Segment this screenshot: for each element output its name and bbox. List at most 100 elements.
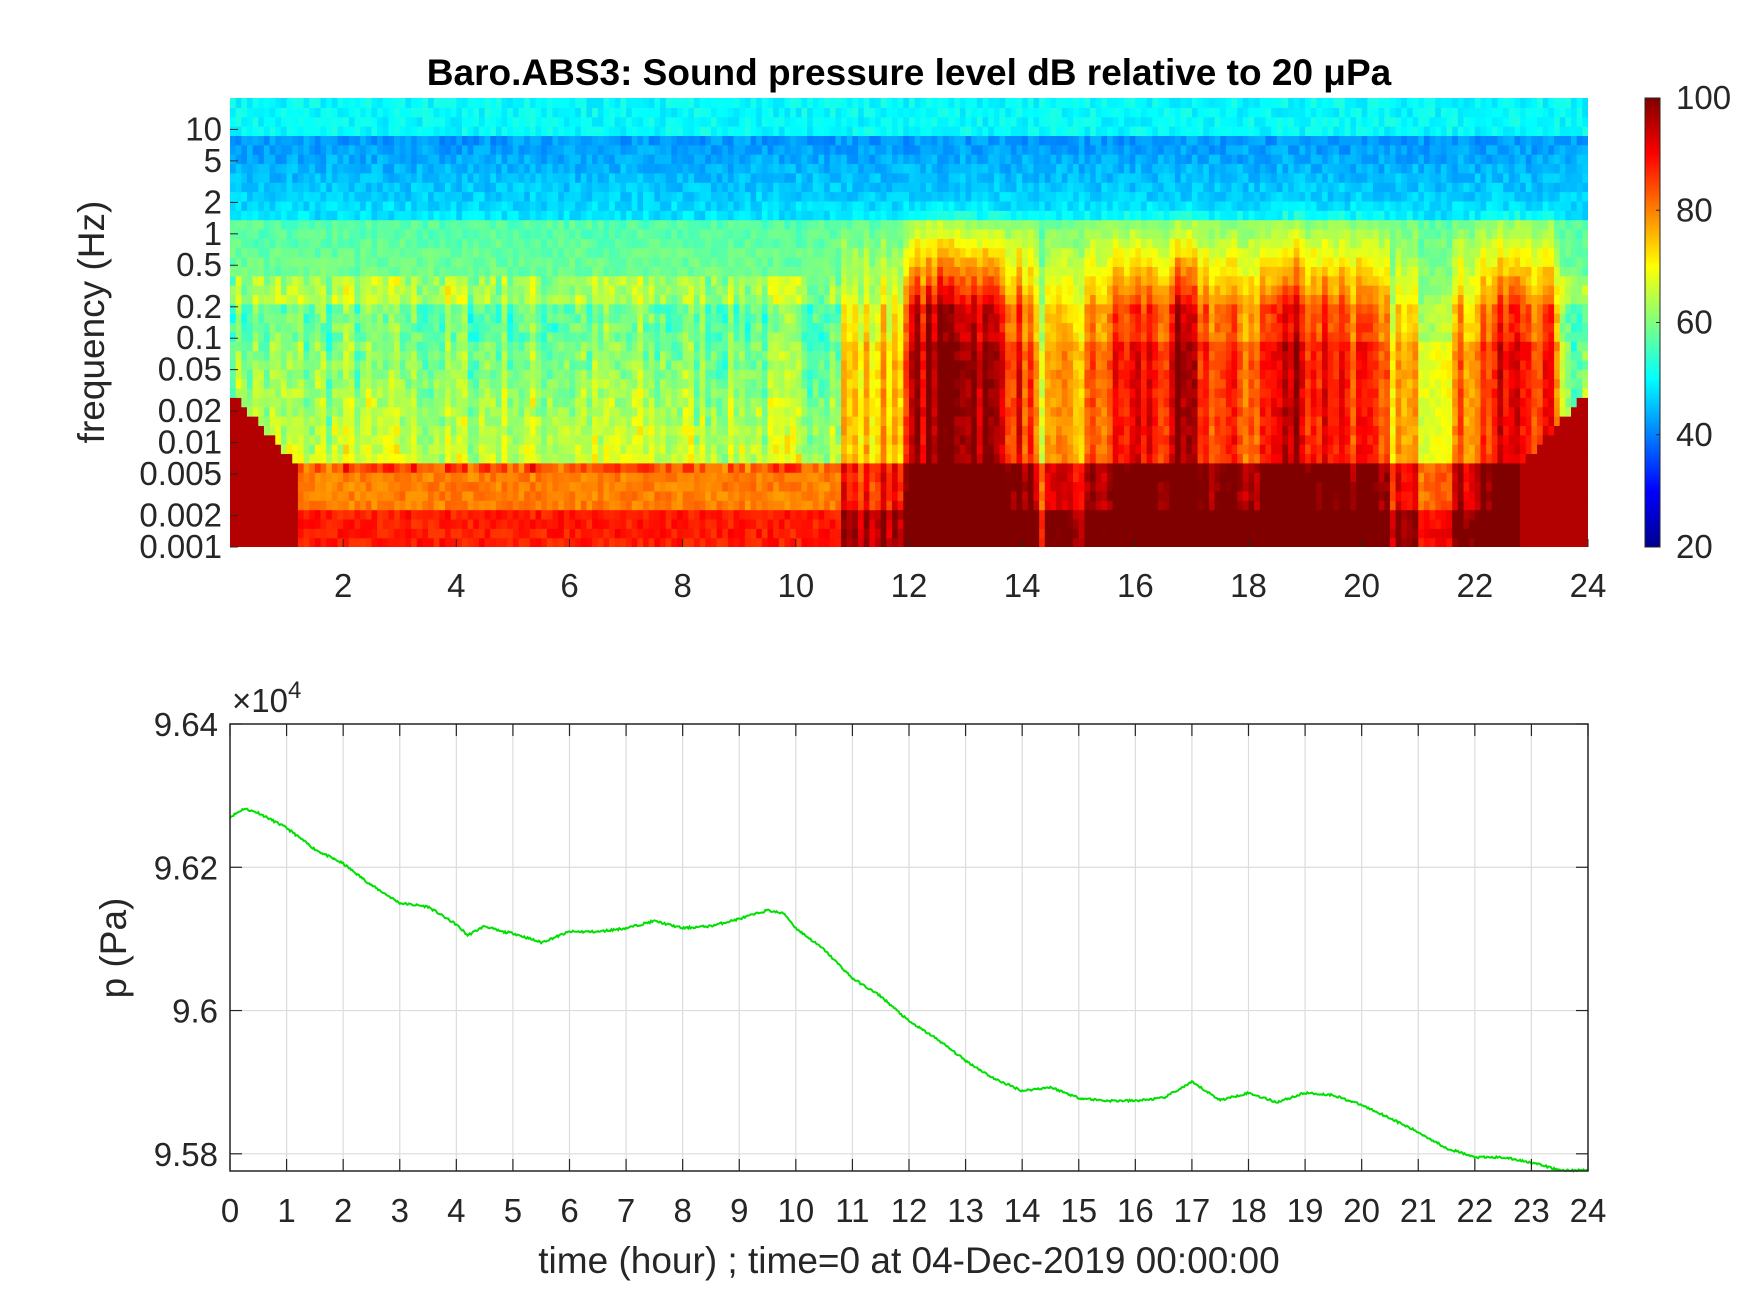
spectrogram-cell <box>682 341 689 352</box>
spectrogram-cell <box>337 247 344 258</box>
spectrogram-cell <box>343 434 350 445</box>
spectrogram-cell <box>541 425 548 436</box>
spectrogram-cell <box>654 172 661 183</box>
spectrogram-cell <box>292 294 299 305</box>
spectrogram-cell <box>507 462 514 473</box>
spectrogram-cell <box>552 285 559 296</box>
spectrogram-cell <box>230 490 237 501</box>
spectrogram-cell <box>467 275 474 286</box>
spectrogram-cell <box>258 247 265 258</box>
spectrogram-cell <box>733 257 740 267</box>
spectrogram-cell <box>422 453 429 464</box>
spectrogram-cell <box>592 528 599 539</box>
spectrogram-cell <box>586 285 593 296</box>
spectrogram-cell <box>297 509 305 520</box>
spectrogram-cell <box>778 266 786 277</box>
spectrogram-cell <box>303 191 310 202</box>
spectrogram-cell <box>699 369 706 380</box>
spectrogram-cell <box>354 350 361 361</box>
spectrogram-cell <box>263 238 271 249</box>
spectrogram-cell <box>790 518 797 529</box>
spectrogram-cell <box>337 378 344 389</box>
spectrogram-cell <box>258 116 265 127</box>
spectrogram-cell <box>812 135 820 146</box>
spectrogram-cell <box>801 528 808 539</box>
spectrogram-cell <box>507 275 514 286</box>
spectrogram-cell <box>677 303 684 314</box>
spectrogram-cell <box>569 247 576 258</box>
spectrogram-cell <box>682 416 689 426</box>
spectrogram-cell <box>416 453 423 464</box>
spectrogram-cell <box>394 154 401 165</box>
spectrogram-cell <box>461 219 469 230</box>
spectrogram-cell <box>241 387 248 398</box>
spectrogram-cell <box>478 397 486 408</box>
spectrogram-cell <box>801 266 808 277</box>
spectrogram-cell <box>309 444 316 455</box>
spectrogram-cell <box>495 350 503 361</box>
spectrogram-cell <box>727 98 735 108</box>
spectrogram-cell <box>507 341 514 352</box>
spectrogram-cell <box>445 350 452 361</box>
spectrogram-cell <box>637 462 644 473</box>
spectrogram-cell <box>490 416 497 426</box>
spectrogram-cell <box>411 537 418 547</box>
spectrogram-cell <box>518 238 525 249</box>
spectrogram-cell <box>490 144 497 155</box>
spectrogram-cell <box>626 228 633 239</box>
spectrogram-cell <box>739 313 746 324</box>
spectrogram-cell <box>603 406 610 417</box>
spectrogram-cell <box>580 481 588 492</box>
spectrogram-cell <box>541 191 548 202</box>
spectrogram-cell <box>405 107 412 118</box>
spectrogram-cell <box>609 313 616 324</box>
spectrogram-cell <box>275 228 282 239</box>
spectrogram-cell <box>722 210 729 221</box>
spectrogram-cell <box>490 107 497 118</box>
spectrogram-cell <box>603 257 610 267</box>
spectrogram-cell <box>784 322 791 333</box>
spectrogram-cell <box>756 397 763 408</box>
spectrogram-cell <box>473 500 480 511</box>
spectrogram-cell <box>422 341 429 352</box>
spectrogram-cell <box>478 247 486 258</box>
spectrogram-cell <box>275 200 282 211</box>
spectrogram-cell <box>320 331 327 342</box>
spectrogram-cell <box>365 322 373 333</box>
spectrogram-cell <box>439 144 446 155</box>
spectrogram-cell <box>773 247 780 258</box>
spectrogram-cell <box>807 313 814 324</box>
spectrogram-cell <box>580 434 588 445</box>
spectrogram-cell <box>439 98 446 108</box>
spectrogram-cell <box>331 537 339 547</box>
spectrogram-cell <box>297 444 305 455</box>
spectrogram-cell <box>331 107 339 118</box>
spectrogram-cell <box>716 500 723 511</box>
spectrogram-cell <box>377 481 384 492</box>
spectrogram-cell <box>631 350 638 361</box>
spectrogram-cell <box>394 416 401 426</box>
spectrogram-cell <box>558 154 565 165</box>
spectrogram-cell <box>761 416 769 426</box>
spectrogram-cell <box>445 238 452 249</box>
spectrogram-cell <box>620 107 627 118</box>
spectrogram-cell <box>326 313 333 324</box>
spectrogram-cell <box>484 416 491 426</box>
spectrogram-cell <box>235 135 242 146</box>
spectrogram-cell <box>643 144 650 155</box>
spectrogram-cell <box>331 200 339 211</box>
spectrogram-cell <box>309 182 316 193</box>
spectrogram-cell <box>275 126 282 137</box>
spectrogram-cell <box>518 406 525 417</box>
spectrogram-cell <box>739 247 746 258</box>
spectrogram-cell <box>552 126 559 137</box>
spectrogram-cell <box>603 500 610 511</box>
spectrogram-cell <box>688 397 695 408</box>
spectrogram-cell <box>558 359 565 370</box>
spectrogram-cell <box>439 416 446 426</box>
spectrogram-cell <box>756 238 763 249</box>
spectrogram-cell <box>394 294 401 305</box>
spectrogram-cell <box>331 359 339 370</box>
spectrogram-cell <box>394 537 401 547</box>
spectrogram-cell <box>535 322 542 333</box>
